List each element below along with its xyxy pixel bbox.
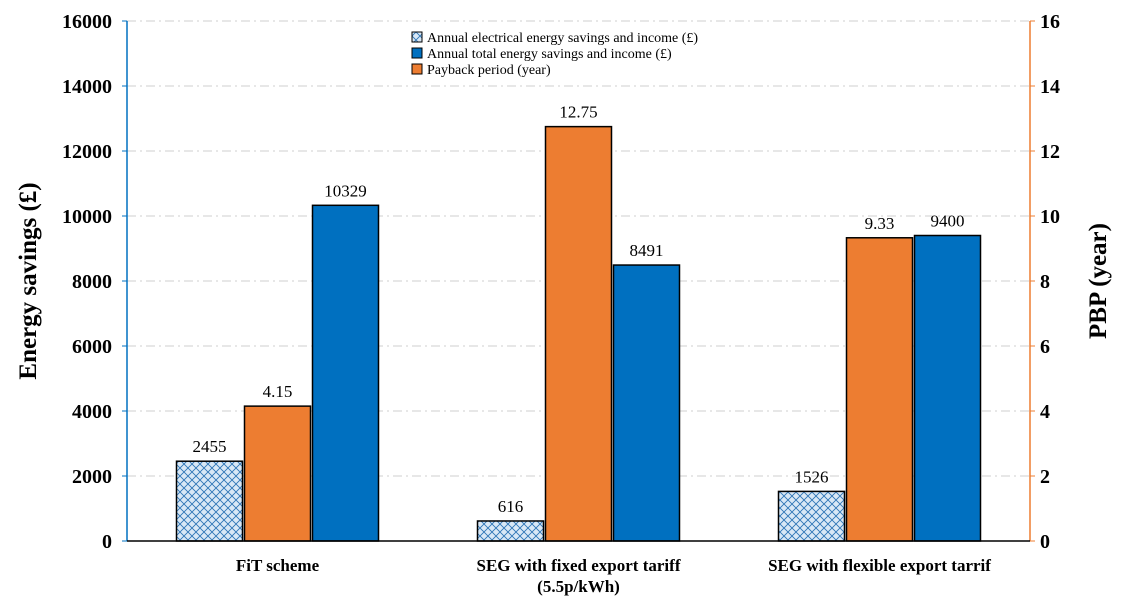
y2-axis-title: PBP (year)	[1085, 223, 1112, 339]
category-label-2-0: SEG with flexible export tarrif	[768, 556, 991, 575]
y2-tick-label-7: 14	[1040, 76, 1060, 98]
y-tick-label-4: 8000	[72, 271, 112, 293]
y2-tick-label-2: 4	[1040, 401, 1050, 423]
y-tick-label-5: 10000	[62, 206, 112, 228]
labels: 245561615264.1512.759.331032984919400020…	[15, 11, 1112, 596]
y-tick-label-2: 4000	[72, 401, 112, 423]
bar-s1-c0	[243, 405, 312, 542]
legend-label-2: Annual total energy savings and income (…	[427, 47, 672, 62]
legend: Annual electrical energy savings and inc…	[411, 31, 698, 78]
legend-swatch-1	[411, 63, 423, 75]
data-label-s1-c1: 12.75	[559, 103, 597, 122]
legend-swatch-0	[411, 31, 423, 43]
data-label-s2-c1: 8491	[630, 241, 664, 260]
bar-s2-c2	[913, 234, 982, 542]
bar-s2-c1	[612, 264, 681, 542]
bars	[175, 125, 982, 542]
y2-tick-label-5: 10	[1040, 206, 1060, 228]
y-tick-label-1: 2000	[72, 466, 112, 488]
y2-tick-label-4: 8	[1040, 271, 1050, 293]
bar-s0-c1	[476, 520, 545, 542]
y2-tick-label-3: 6	[1040, 336, 1050, 358]
category-label-1-0: SEG with fixed export tariff	[477, 556, 681, 575]
data-label-s2-c2: 9400	[931, 212, 965, 231]
data-label-s0-c0: 2455	[193, 437, 227, 456]
bar-s1-c2	[845, 237, 914, 542]
y-tick-label-3: 6000	[72, 336, 112, 358]
y-axis-title: Energy savings (£)	[15, 182, 42, 379]
bar-s2-c0	[311, 204, 380, 542]
y2-tick-label-1: 2	[1040, 466, 1050, 488]
data-label-s0-c1: 616	[498, 497, 524, 516]
y2-tick-label-8: 16	[1040, 11, 1060, 33]
data-label-s2-c0: 10329	[324, 181, 367, 200]
bar-s1-c1	[544, 125, 613, 542]
legend-label-1: Payback period (year)	[427, 63, 551, 78]
axes	[122, 20, 1035, 542]
category-label-1-1: (5.5p/kWh)	[537, 577, 620, 596]
category-label-0-0: FiT scheme	[236, 556, 320, 575]
bar-s0-c0	[175, 460, 244, 542]
data-label-s0-c2: 1526	[795, 467, 829, 486]
data-label-s1-c0: 4.15	[263, 382, 293, 401]
y-tick-label-7: 14000	[62, 76, 112, 98]
legend-swatch-2	[411, 47, 423, 59]
y2-tick-label-6: 12	[1040, 141, 1060, 163]
y-tick-label-8: 16000	[62, 11, 112, 33]
y-tick-label-0: 0	[102, 531, 112, 553]
y2-tick-label-0: 0	[1040, 531, 1050, 553]
y-tick-label-6: 12000	[62, 141, 112, 163]
data-label-s1-c2: 9.33	[865, 214, 895, 233]
bar-s0-c2	[777, 490, 846, 542]
legend-label-0: Annual electrical energy savings and inc…	[427, 31, 698, 46]
